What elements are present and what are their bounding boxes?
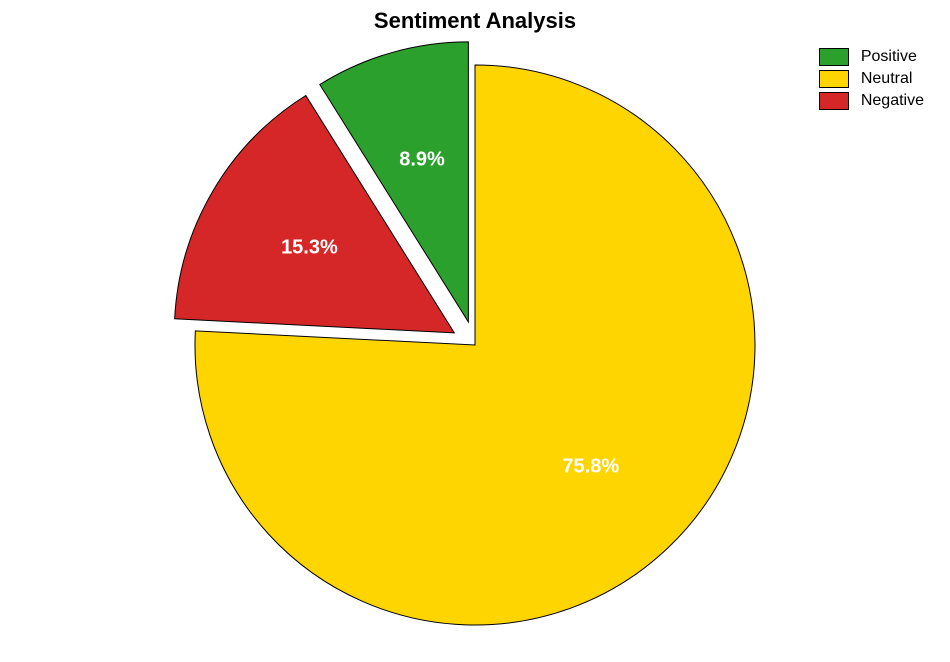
- legend-swatch-positive: [819, 48, 849, 66]
- slice-label-negative: 15.3%: [281, 236, 338, 259]
- slice-label-neutral: 75.8%: [562, 455, 619, 478]
- sentiment-pie-chart: Sentiment Analysis 75.8%15.3%8.9% Positi…: [0, 0, 950, 662]
- legend-swatch-neutral: [819, 70, 849, 88]
- legend-item-positive: Positive: [819, 48, 924, 66]
- pie-svg: [0, 0, 950, 662]
- legend-swatch-negative: [819, 92, 849, 110]
- legend-label-positive: Positive: [861, 48, 917, 66]
- legend-label-neutral: Neutral: [861, 70, 913, 88]
- slice-label-positive: 8.9%: [399, 149, 445, 172]
- legend-label-negative: Negative: [861, 92, 924, 110]
- legend-item-negative: Negative: [819, 92, 924, 110]
- legend: Positive Neutral Negative: [819, 48, 924, 114]
- legend-item-neutral: Neutral: [819, 70, 924, 88]
